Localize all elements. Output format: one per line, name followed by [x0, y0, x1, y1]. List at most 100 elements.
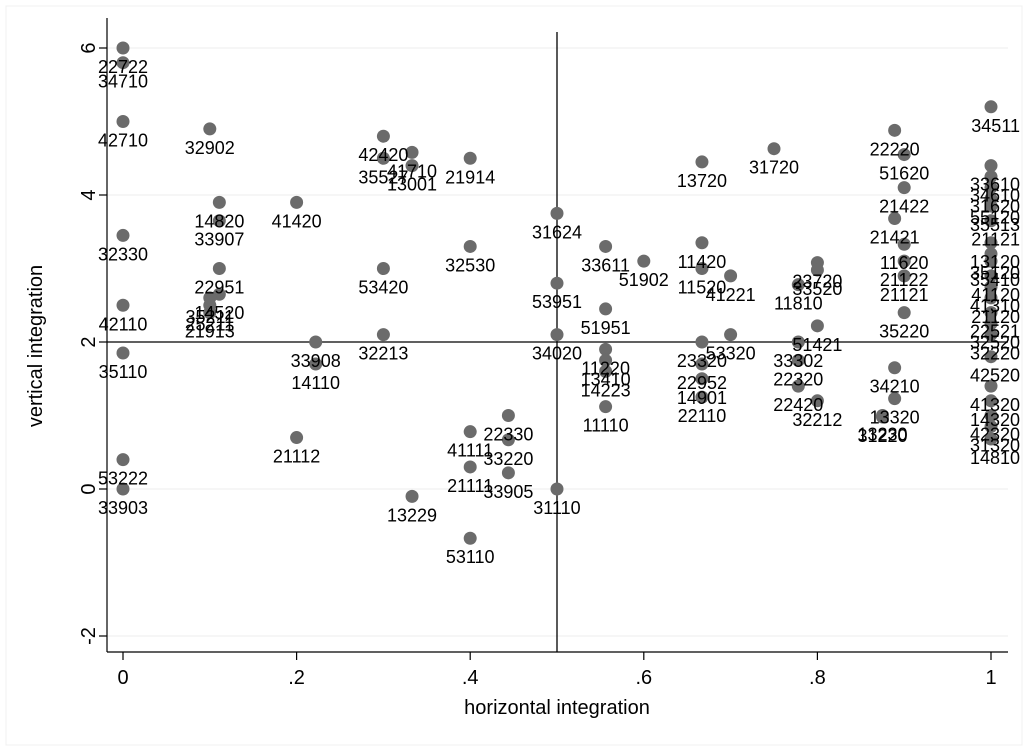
data-point	[695, 236, 709, 250]
data-label: 53320	[706, 344, 756, 364]
data-label: 35513	[970, 215, 1020, 235]
data-label: 11620	[880, 253, 929, 273]
data-label: 42710	[98, 131, 148, 151]
data-label: 32220	[970, 344, 1020, 364]
data-label: 32212	[792, 410, 842, 430]
data-label: 41420	[272, 211, 322, 231]
data-point	[984, 100, 998, 114]
x-tick-label: 1	[985, 667, 996, 689]
data-point	[984, 170, 998, 184]
data-label: 51421	[792, 335, 842, 355]
data-point	[984, 254, 998, 268]
data-label: 14320	[970, 410, 1020, 430]
data-point	[724, 269, 738, 283]
data-point	[897, 181, 911, 195]
data-label: 51620	[879, 164, 929, 184]
data-label: 33610	[970, 175, 1020, 195]
data-label: 42320	[970, 425, 1020, 445]
data-label: 33905	[483, 482, 533, 502]
data-label: 13230	[857, 425, 907, 445]
data-label: 21913	[185, 322, 235, 342]
data-label: 41310	[970, 296, 1020, 316]
data-point	[695, 335, 709, 349]
data-point	[116, 346, 130, 360]
data-label: 21121	[880, 285, 929, 305]
data-label: 41710	[387, 161, 437, 181]
data-label: 32530	[445, 255, 495, 275]
data-label: 13120	[970, 252, 1020, 272]
data-point	[984, 214, 998, 228]
data-label: 34210	[870, 377, 920, 397]
data-point	[695, 357, 709, 371]
data-label: 13001	[387, 175, 437, 195]
data-point	[791, 379, 805, 393]
data-label: 31220	[857, 426, 907, 446]
data-label: 33302	[773, 351, 823, 371]
data-point	[984, 328, 998, 342]
x-tick-label: .4	[462, 667, 479, 689]
data-label: 31624	[532, 222, 582, 242]
data-point	[550, 482, 564, 496]
data-point	[984, 379, 998, 393]
data-label: 22330	[483, 425, 533, 445]
data-point	[599, 239, 613, 253]
data-label: 41120	[971, 285, 1020, 305]
data-point	[984, 317, 998, 331]
data-label: 11220	[581, 358, 630, 378]
data-label: 35220	[879, 322, 929, 342]
data-point	[376, 129, 390, 143]
data-point	[695, 372, 709, 386]
x-tick-label: .6	[635, 667, 652, 689]
reference-lines	[107, 32, 1008, 652]
data-point	[984, 306, 998, 320]
data-point	[501, 433, 515, 447]
data-label: 14223	[581, 380, 631, 400]
data-label: 23320	[677, 351, 727, 371]
data-point	[116, 56, 130, 70]
data-point	[376, 262, 390, 275]
data-label: 23720	[792, 272, 842, 292]
data-point	[888, 123, 902, 137]
data-label: 33611	[581, 255, 630, 275]
data-point	[463, 239, 477, 253]
data-point	[599, 353, 613, 367]
data-point	[791, 278, 805, 292]
data-label: 13410	[581, 369, 631, 389]
data-label: 35527	[358, 167, 408, 187]
data-label: 42420	[358, 145, 408, 165]
data-point	[724, 328, 738, 342]
data-point	[405, 489, 419, 503]
x-tick-label: .2	[288, 667, 305, 689]
data-point	[405, 145, 419, 159]
data-label: 33520	[792, 279, 842, 299]
data-point	[897, 237, 911, 251]
data-label: 21121	[971, 230, 1020, 250]
data-label: 13720	[677, 171, 727, 191]
x-axis-title: horizontal integration	[464, 697, 650, 719]
data-point	[290, 431, 304, 445]
data-label: 22320	[773, 369, 823, 389]
data-label: 11810	[774, 294, 823, 314]
data-point	[405, 159, 419, 173]
data-label: 34020	[532, 344, 582, 364]
data-point	[116, 482, 130, 496]
data-point	[599, 342, 613, 356]
data-label: 22722	[98, 57, 148, 77]
data-point	[984, 432, 998, 446]
data-label: 42520	[970, 366, 1020, 386]
data-point	[599, 364, 613, 378]
data-point	[695, 262, 709, 275]
data-point	[599, 302, 613, 316]
data-point	[888, 212, 902, 226]
data-point	[550, 276, 564, 290]
data-label: 13320	[870, 408, 920, 428]
data-label: 21120	[971, 307, 1020, 327]
data-label: 32520	[970, 333, 1020, 353]
data-label: 31720	[749, 158, 799, 178]
data-label: 35410	[970, 270, 1020, 290]
y-axis-title: vertical integration	[25, 265, 47, 427]
data-label: 41320	[970, 395, 1020, 415]
data-point	[984, 199, 998, 213]
